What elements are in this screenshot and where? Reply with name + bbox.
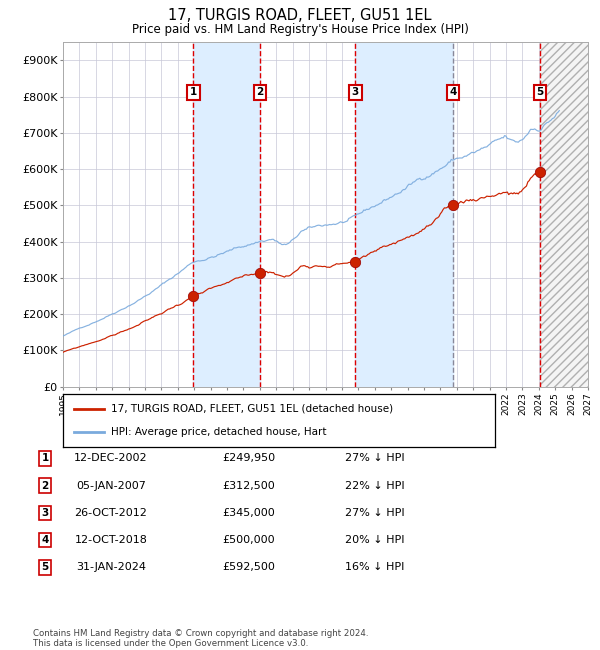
Bar <box>540 42 588 387</box>
Text: 4: 4 <box>449 87 457 98</box>
Text: £500,000: £500,000 <box>223 535 275 545</box>
Text: £249,950: £249,950 <box>223 453 275 463</box>
Text: This data is licensed under the Open Government Licence v3.0.: This data is licensed under the Open Gov… <box>33 639 308 648</box>
Text: 27% ↓ HPI: 27% ↓ HPI <box>345 508 405 518</box>
Text: 16% ↓ HPI: 16% ↓ HPI <box>346 562 404 573</box>
Text: 2: 2 <box>41 480 49 491</box>
Text: 27% ↓ HPI: 27% ↓ HPI <box>345 453 405 463</box>
Text: 26-OCT-2012: 26-OCT-2012 <box>74 508 148 518</box>
Text: HPI: Average price, detached house, Hart: HPI: Average price, detached house, Hart <box>110 427 326 437</box>
Text: £312,500: £312,500 <box>223 480 275 491</box>
Text: 2: 2 <box>257 87 264 98</box>
Text: 3: 3 <box>352 87 359 98</box>
Text: 4: 4 <box>41 535 49 545</box>
Text: £592,500: £592,500 <box>223 562 275 573</box>
Text: 3: 3 <box>41 508 49 518</box>
Text: 17, TURGIS ROAD, FLEET, GU51 1EL (detached house): 17, TURGIS ROAD, FLEET, GU51 1EL (detach… <box>110 404 392 414</box>
Text: 12-DEC-2002: 12-DEC-2002 <box>74 453 148 463</box>
Text: Contains HM Land Registry data © Crown copyright and database right 2024.: Contains HM Land Registry data © Crown c… <box>33 629 368 638</box>
Text: 1: 1 <box>190 87 197 98</box>
Text: Price paid vs. HM Land Registry's House Price Index (HPI): Price paid vs. HM Land Registry's House … <box>131 23 469 36</box>
Text: £345,000: £345,000 <box>223 508 275 518</box>
Bar <box>193 42 260 387</box>
Text: 5: 5 <box>536 87 544 98</box>
Text: 1: 1 <box>41 453 49 463</box>
Text: 22% ↓ HPI: 22% ↓ HPI <box>345 480 405 491</box>
Text: 17, TURGIS ROAD, FLEET, GU51 1EL: 17, TURGIS ROAD, FLEET, GU51 1EL <box>168 8 432 23</box>
Text: 20% ↓ HPI: 20% ↓ HPI <box>345 535 405 545</box>
Text: 12-OCT-2018: 12-OCT-2018 <box>74 535 148 545</box>
Bar <box>355 42 453 387</box>
Text: 5: 5 <box>41 562 49 573</box>
Text: 31-JAN-2024: 31-JAN-2024 <box>76 562 146 573</box>
Text: 05-JAN-2007: 05-JAN-2007 <box>76 480 146 491</box>
